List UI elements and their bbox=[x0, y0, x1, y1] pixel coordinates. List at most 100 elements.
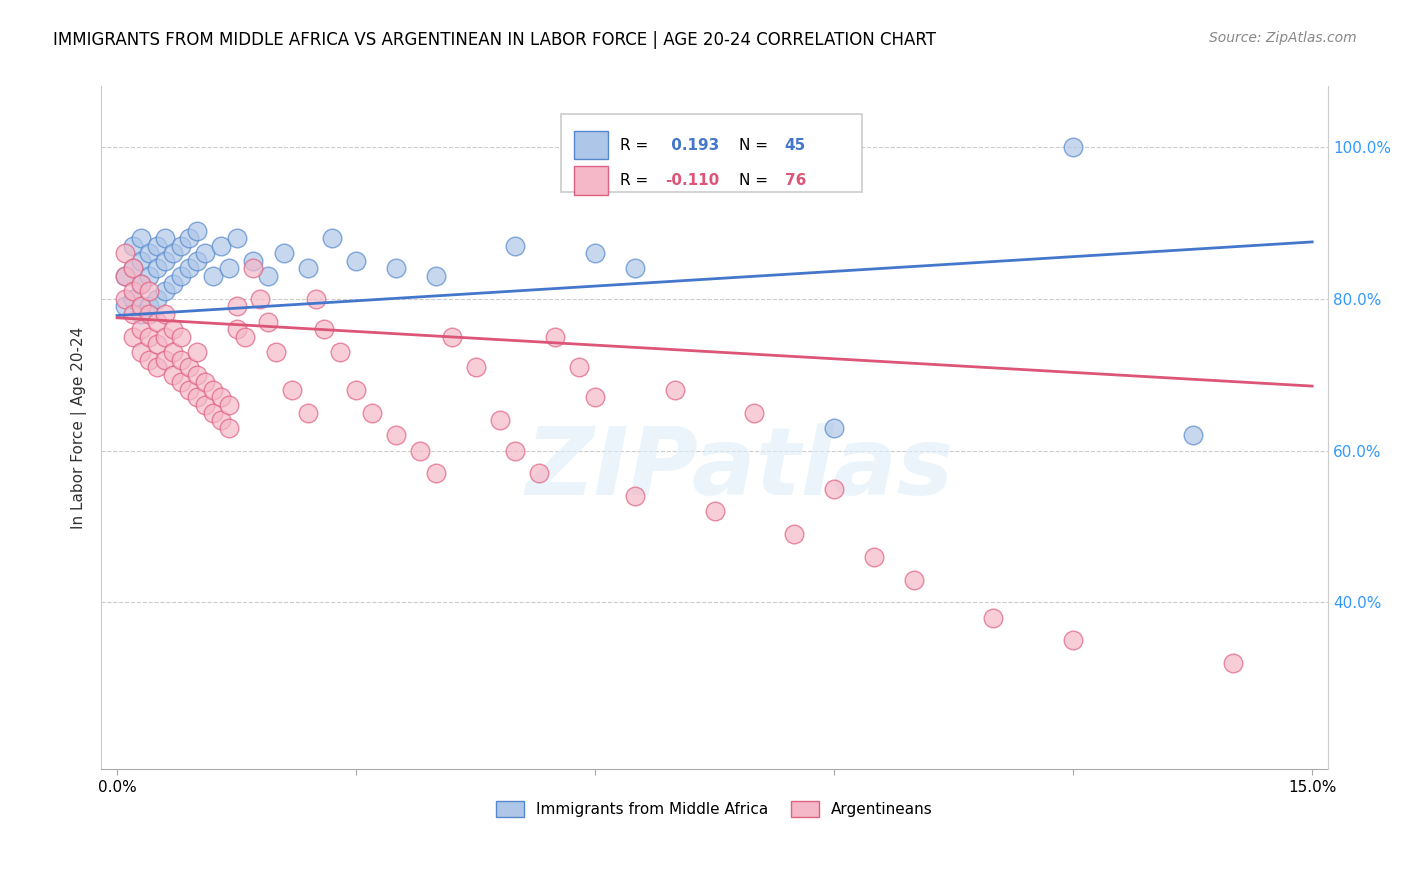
Point bbox=[170, 376, 193, 390]
Point bbox=[186, 345, 208, 359]
Point bbox=[170, 330, 193, 344]
Point bbox=[983, 610, 1005, 624]
Point bbox=[129, 307, 152, 321]
Point bbox=[122, 307, 145, 321]
Point bbox=[305, 292, 328, 306]
Point bbox=[361, 406, 384, 420]
Point bbox=[122, 261, 145, 276]
Point bbox=[122, 261, 145, 276]
Point bbox=[194, 376, 217, 390]
Text: 45: 45 bbox=[785, 137, 806, 153]
Point bbox=[425, 467, 447, 481]
Point bbox=[146, 315, 169, 329]
Point bbox=[153, 285, 176, 299]
Point bbox=[744, 406, 766, 420]
FancyBboxPatch shape bbox=[574, 131, 607, 160]
Point bbox=[153, 352, 176, 367]
Point bbox=[177, 360, 200, 375]
Point bbox=[162, 322, 184, 336]
Point bbox=[218, 398, 240, 412]
Point bbox=[170, 352, 193, 367]
Text: R =: R = bbox=[620, 173, 654, 188]
Point bbox=[194, 246, 217, 260]
Point bbox=[385, 428, 408, 442]
Point bbox=[225, 300, 247, 314]
Point bbox=[488, 413, 510, 427]
Point bbox=[425, 268, 447, 283]
Point bbox=[129, 253, 152, 268]
Point bbox=[624, 489, 647, 503]
Point bbox=[146, 337, 169, 351]
Point bbox=[664, 383, 686, 397]
Point bbox=[863, 549, 886, 564]
Point bbox=[177, 231, 200, 245]
Point bbox=[138, 352, 160, 367]
Point bbox=[194, 398, 217, 412]
Point bbox=[257, 268, 280, 283]
Point bbox=[114, 292, 136, 306]
Point bbox=[321, 231, 343, 245]
Point bbox=[544, 330, 567, 344]
Point bbox=[703, 504, 725, 518]
Point bbox=[624, 261, 647, 276]
Point bbox=[297, 261, 319, 276]
Point bbox=[201, 406, 224, 420]
Point bbox=[186, 253, 208, 268]
Point bbox=[209, 238, 232, 252]
Point bbox=[903, 573, 925, 587]
Point bbox=[153, 253, 176, 268]
Text: 0.193: 0.193 bbox=[665, 137, 718, 153]
Point bbox=[344, 383, 367, 397]
Text: R =: R = bbox=[620, 137, 654, 153]
Point bbox=[146, 360, 169, 375]
Point bbox=[138, 268, 160, 283]
FancyBboxPatch shape bbox=[574, 166, 607, 194]
Point bbox=[257, 315, 280, 329]
Point bbox=[201, 268, 224, 283]
Point bbox=[146, 292, 169, 306]
Point bbox=[1062, 633, 1084, 648]
Point bbox=[1222, 656, 1244, 670]
Point bbox=[129, 300, 152, 314]
Point bbox=[1181, 428, 1204, 442]
Point bbox=[122, 292, 145, 306]
Legend: Immigrants from Middle Africa, Argentineans: Immigrants from Middle Africa, Argentine… bbox=[491, 795, 939, 823]
Point bbox=[344, 253, 367, 268]
Point bbox=[114, 246, 136, 260]
Text: -0.110: -0.110 bbox=[665, 173, 720, 188]
Point bbox=[138, 246, 160, 260]
Point bbox=[225, 231, 247, 245]
Point bbox=[233, 330, 256, 344]
Point bbox=[505, 443, 527, 458]
Point bbox=[153, 231, 176, 245]
Point bbox=[583, 391, 606, 405]
Point bbox=[464, 360, 486, 375]
Point bbox=[170, 238, 193, 252]
Point bbox=[281, 383, 304, 397]
Point bbox=[440, 330, 463, 344]
Point bbox=[529, 467, 551, 481]
Point bbox=[129, 345, 152, 359]
Text: N =: N = bbox=[740, 173, 773, 188]
Point bbox=[823, 482, 845, 496]
Point bbox=[153, 330, 176, 344]
Point bbox=[273, 246, 295, 260]
Point bbox=[114, 268, 136, 283]
Point bbox=[138, 330, 160, 344]
Point bbox=[385, 261, 408, 276]
Point bbox=[1062, 140, 1084, 154]
Point bbox=[225, 322, 247, 336]
Point bbox=[114, 268, 136, 283]
Point bbox=[122, 330, 145, 344]
Point bbox=[138, 285, 160, 299]
Point bbox=[266, 345, 288, 359]
FancyBboxPatch shape bbox=[561, 113, 862, 192]
Point bbox=[162, 345, 184, 359]
Point bbox=[186, 368, 208, 382]
Point bbox=[146, 238, 169, 252]
Point bbox=[209, 413, 232, 427]
Point bbox=[129, 231, 152, 245]
Point bbox=[242, 253, 264, 268]
Point bbox=[249, 292, 271, 306]
Point bbox=[138, 307, 160, 321]
